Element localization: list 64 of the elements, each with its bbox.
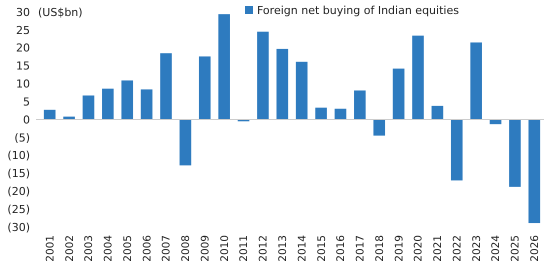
x-tick-label: 2021 xyxy=(432,235,444,262)
x-tick-label: 2023 xyxy=(470,235,483,262)
bar xyxy=(102,88,114,120)
x-tick-label: 2008 xyxy=(180,235,192,262)
y-tick-label: 20 xyxy=(16,42,30,55)
bar xyxy=(160,53,172,120)
x-tick-label: 2020 xyxy=(412,235,425,262)
bar xyxy=(528,120,540,224)
bar xyxy=(432,106,444,120)
bar xyxy=(121,80,134,120)
y-tick-label: 25 xyxy=(16,24,30,37)
x-tick-label: 2014 xyxy=(296,234,308,262)
x-tick-label: 2016 xyxy=(335,234,348,262)
x-tick-label: 2026 xyxy=(528,234,541,262)
x-tick-label: 2007 xyxy=(160,235,173,262)
x-tick-label: 2022 xyxy=(451,235,464,262)
y-tick-label: (15) xyxy=(7,167,30,180)
bar xyxy=(198,56,211,120)
bar xyxy=(392,68,404,120)
bar xyxy=(509,120,521,187)
y-tick-label: 30 xyxy=(16,6,30,19)
y-tick-label: 0 xyxy=(23,113,30,126)
x-tick-label: 2003 xyxy=(83,235,96,262)
x-tick-label: 2025 xyxy=(510,235,522,262)
legend-label: Foreign net buying of Indian equities xyxy=(257,4,460,17)
bar xyxy=(180,120,192,166)
bar xyxy=(82,95,94,120)
x-tick-label: 2010 xyxy=(218,235,231,262)
bar xyxy=(334,108,346,120)
y-axis-title: (US$bn) xyxy=(38,6,83,19)
x-tick-label: 2004 xyxy=(102,234,115,262)
bar xyxy=(450,120,463,180)
x-tick-label: 2011 xyxy=(238,235,250,262)
x-tick-label: 2013 xyxy=(276,235,289,262)
x-tick-label: 2001 xyxy=(44,235,56,262)
y-tick-label: 15 xyxy=(16,60,30,73)
y-tick-label: (25) xyxy=(7,202,30,216)
y-tick-label: (10) xyxy=(7,149,30,162)
y-tick-label: 5 xyxy=(23,95,30,108)
bar xyxy=(257,32,269,120)
x-tick-label: 2009 xyxy=(199,235,212,262)
bar xyxy=(470,42,482,120)
x-tick-label: 2015 xyxy=(316,235,328,262)
y-tick-label: (5) xyxy=(14,131,30,144)
y-tick-label: (30) xyxy=(7,220,30,234)
bar xyxy=(140,89,152,120)
y-tick-label: (20) xyxy=(7,185,30,198)
x-tick-label: 2012 xyxy=(258,235,270,262)
bar xyxy=(315,108,327,120)
bar xyxy=(412,36,424,120)
x-tick-label: 2006 xyxy=(141,234,154,262)
x-tick-label: 2002 xyxy=(64,235,76,262)
bar xyxy=(373,120,386,136)
bar xyxy=(276,48,288,120)
bar xyxy=(354,90,366,120)
x-tick-label: 2005 xyxy=(122,235,134,262)
x-tick-label: 2017 xyxy=(354,235,367,262)
bar xyxy=(296,62,308,120)
bar xyxy=(218,14,230,120)
x-tick-label: 2019 xyxy=(393,235,406,262)
bar xyxy=(44,110,56,120)
y-tick-label: 10 xyxy=(16,78,30,91)
x-tick-label: 2018 xyxy=(374,235,386,262)
x-tick-label: 2024 xyxy=(490,234,502,262)
